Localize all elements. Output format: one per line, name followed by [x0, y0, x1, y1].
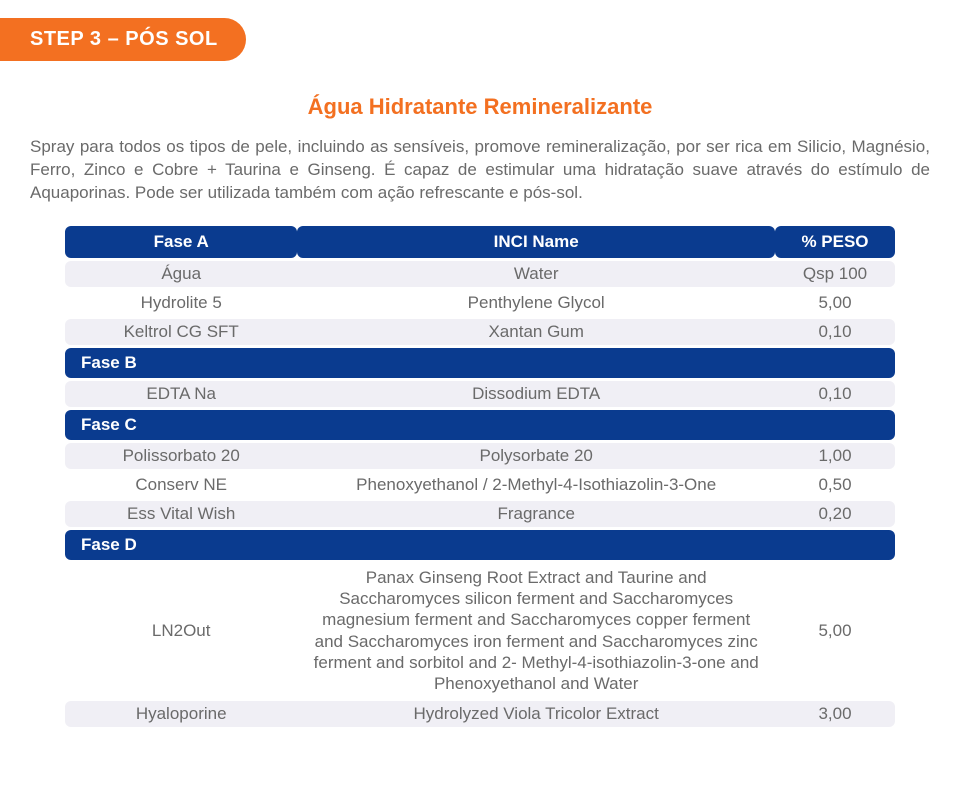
ingredient-name: LN2Out [65, 563, 297, 699]
step-tag: STEP 3 – PÓS SOL [0, 18, 246, 61]
ingredient-name: Ess Vital Wish [65, 501, 297, 527]
inci-name: Water [297, 261, 775, 287]
inci-name: Fragrance [297, 501, 775, 527]
ingredient-name: Água [65, 261, 297, 287]
ingredient-name: Keltrol CG SFT [65, 319, 297, 345]
peso-value: 0,50 [775, 472, 895, 498]
ingredient-name: Hyaloporine [65, 701, 297, 727]
inci-name: Polysorbate 20 [297, 443, 775, 469]
table-row: Hydrolite 5Penthylene Glycol5,00 [65, 290, 895, 316]
table-row: EDTA NaDissodium EDTA0,10 [65, 381, 895, 407]
peso-value: 5,00 [775, 290, 895, 316]
ingredient-name: Conserv NE [65, 472, 297, 498]
peso-value: 1,00 [775, 443, 895, 469]
product-description: Spray para todos os tipos de pele, inclu… [30, 136, 930, 205]
col-header-fase: Fase A [65, 226, 297, 258]
formulation-table-wrap: Fase A INCI Name % PESO ÁguaWaterQsp 100… [30, 223, 930, 731]
ingredient-name: EDTA Na [65, 381, 297, 407]
inci-name: Phenoxyethanol / 2-Methyl-4-Isothiazolin… [297, 472, 775, 498]
inci-name: Dissodium EDTA [297, 381, 775, 407]
inci-name: Panax Ginseng Root Extract and Taurine a… [297, 563, 775, 699]
table-row: LN2OutPanax Ginseng Root Extract and Tau… [65, 563, 895, 699]
table-row: Ess Vital WishFragrance0,20 [65, 501, 895, 527]
table-row: Conserv NEPhenoxyethanol / 2-Methyl-4-Is… [65, 472, 895, 498]
phase-row: Fase D [65, 530, 895, 560]
peso-value: 5,00 [775, 563, 895, 699]
product-title: Água Hidratante Remineralizante [30, 94, 930, 120]
inci-name: Hydrolyzed Viola Tricolor Extract [297, 701, 775, 727]
peso-value: 0,20 [775, 501, 895, 527]
phase-label: Fase D [65, 530, 895, 560]
phase-row: Fase B [65, 348, 895, 378]
table-header-row: Fase A INCI Name % PESO [65, 226, 895, 258]
table-row: HyaloporineHydrolyzed Viola Tricolor Ext… [65, 701, 895, 727]
inci-name: Xantan Gum [297, 319, 775, 345]
ingredient-name: Hydrolite 5 [65, 290, 297, 316]
phase-label: Fase C [65, 410, 895, 440]
col-header-inci: INCI Name [297, 226, 775, 258]
peso-value: Qsp 100 [775, 261, 895, 287]
formulation-table: Fase A INCI Name % PESO ÁguaWaterQsp 100… [65, 223, 895, 731]
content-region: Água Hidratante Remineralizante Spray pa… [30, 94, 930, 730]
table-row: ÁguaWaterQsp 100 [65, 261, 895, 287]
col-header-peso: % PESO [775, 226, 895, 258]
phase-label: Fase B [65, 348, 895, 378]
table-row: Keltrol CG SFTXantan Gum0,10 [65, 319, 895, 345]
ingredient-name: Polissorbato 20 [65, 443, 297, 469]
inci-name: Penthylene Glycol [297, 290, 775, 316]
phase-row: Fase C [65, 410, 895, 440]
peso-value: 0,10 [775, 319, 895, 345]
table-row: Polissorbato 20Polysorbate 201,00 [65, 443, 895, 469]
peso-value: 0,10 [775, 381, 895, 407]
peso-value: 3,00 [775, 701, 895, 727]
